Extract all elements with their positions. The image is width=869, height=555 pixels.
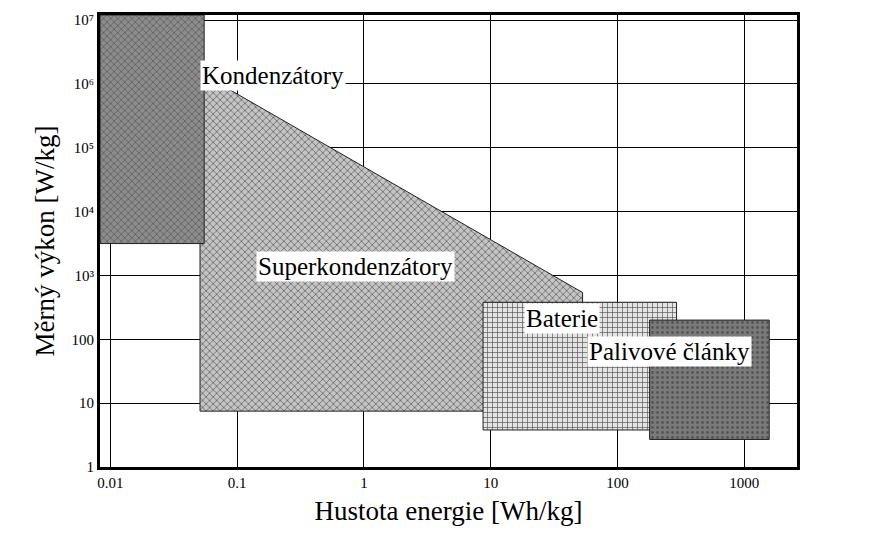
svg-text:0.1: 0.1	[228, 475, 247, 491]
svg-text:100: 100	[606, 475, 629, 491]
svg-text:Kondenzátory: Kondenzátory	[202, 62, 344, 89]
svg-text:10: 10	[79, 395, 94, 411]
svg-text:Palivové články: Palivové články	[589, 338, 750, 365]
svg-text:10⁵: 10⁵	[74, 140, 94, 156]
svg-text:0.01: 0.01	[97, 475, 123, 491]
svg-text:Měrný výkon [W/kg]: Měrný výkon [W/kg]	[30, 126, 60, 357]
svg-text:1000: 1000	[729, 475, 759, 491]
svg-text:10⁷: 10⁷	[74, 12, 94, 28]
svg-text:Baterie: Baterie	[526, 305, 598, 332]
svg-text:1: 1	[87, 459, 95, 475]
svg-text:100: 100	[72, 332, 95, 348]
svg-text:Superkondenzátory: Superkondenzátory	[258, 253, 453, 280]
svg-text:10: 10	[483, 475, 498, 491]
svg-text:1: 1	[360, 475, 368, 491]
svg-text:10⁴: 10⁴	[74, 204, 94, 220]
svg-text:Hustota energie [Wh/kg]: Hustota energie [Wh/kg]	[315, 496, 583, 526]
svg-text:10³: 10³	[75, 268, 95, 284]
svg-text:10⁶: 10⁶	[74, 76, 94, 92]
